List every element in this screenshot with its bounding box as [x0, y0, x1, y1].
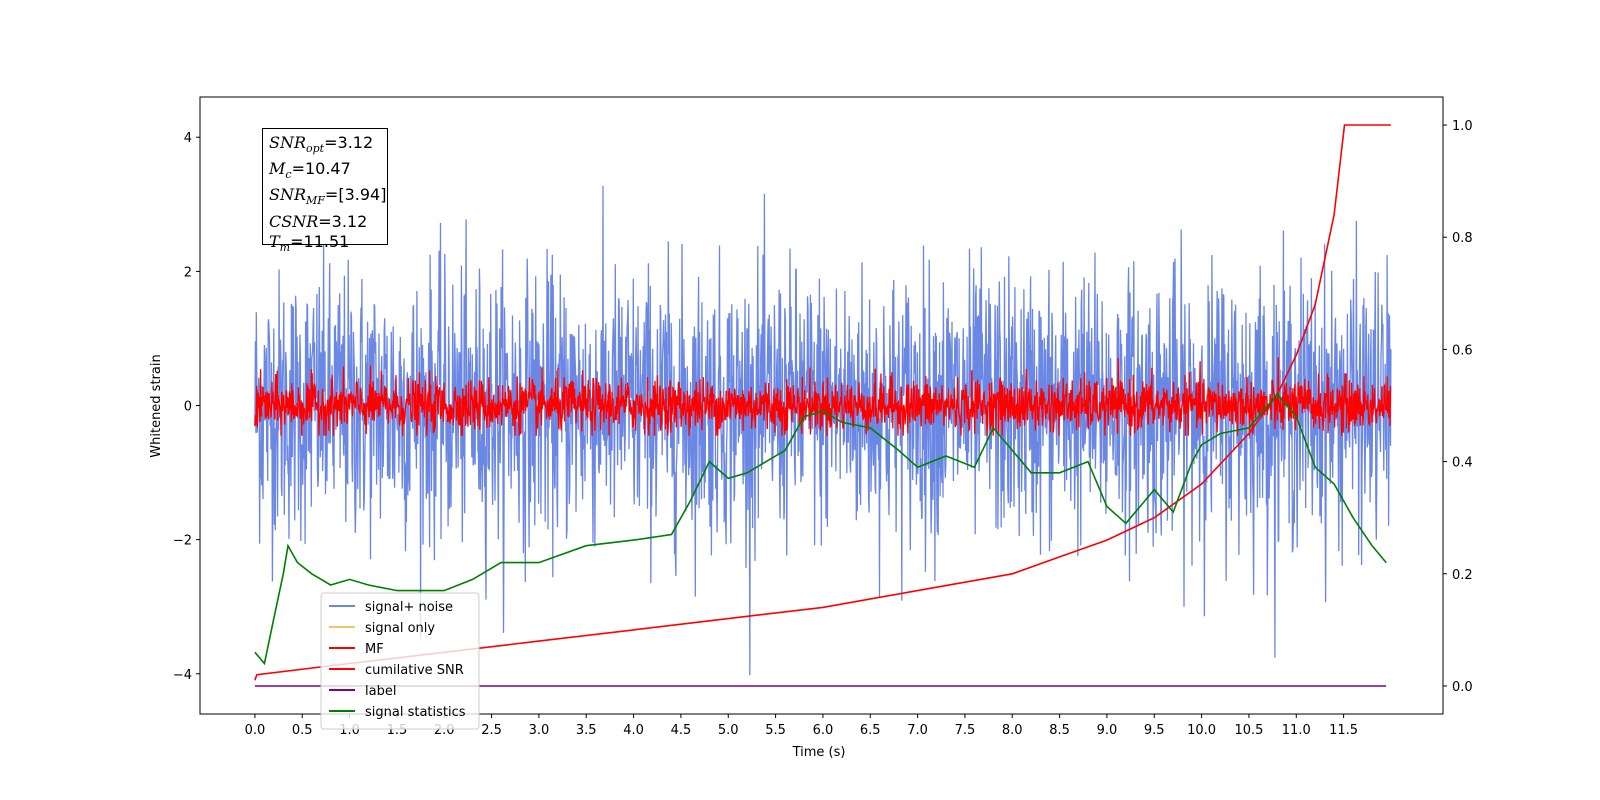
y-axis-label: Whitened strain — [149, 354, 164, 457]
x-tick-label: 7.5 — [955, 723, 976, 738]
x-tick-label: 10.0 — [1187, 723, 1216, 738]
x-tick-label: 5.5 — [765, 723, 786, 738]
annotation-snr-opt: SNRopt=3.12 — [269, 133, 374, 156]
x-tick-label: 6.5 — [860, 723, 881, 738]
y-tick-label: 4 — [184, 131, 192, 146]
annotation-tm: Tm=11.51 — [269, 231, 350, 254]
series-mf — [254, 357, 1392, 436]
x-axis-label: Time (s) — [792, 745, 846, 760]
x-tick-label: 0.0 — [245, 723, 266, 738]
x-tick-label: 2.5 — [481, 723, 502, 738]
y-tick-label: −2 — [173, 534, 192, 549]
x-tick-label: 3.5 — [576, 723, 597, 738]
x-tick-label: 9.0 — [1097, 723, 1118, 738]
x-tick-label: 3.0 — [529, 723, 550, 738]
annotation-snr-mf: SNRMF=[3.94] — [269, 185, 387, 208]
x-tick-label: 6.0 — [813, 723, 834, 738]
y-axis-right: 1.0 0.8 0.6 0.4 0.2 0.0 — [1443, 119, 1473, 695]
y-axis-left: 4 2 0 −2 −4 — [173, 131, 200, 683]
x-tick-label: 0.5 — [292, 723, 313, 738]
y2-tick-label: 1.0 — [1452, 119, 1473, 134]
legend-label-signal-noise: signal+ noise — [365, 600, 453, 615]
legend-label-mf: MF — [365, 642, 384, 657]
legend-label-signal-statistics: signal statistics — [365, 705, 466, 720]
x-tick-label: 11.5 — [1329, 723, 1358, 738]
x-tick-label: 10.5 — [1234, 723, 1263, 738]
y2-tick-label: 0.8 — [1452, 231, 1473, 246]
y-tick-label: 2 — [184, 265, 192, 280]
x-tick-label: 5.0 — [718, 723, 739, 738]
x-tick-label: 4.5 — [671, 723, 692, 738]
y2-tick-label: 0.0 — [1452, 680, 1473, 695]
y2-tick-label: 0.4 — [1452, 456, 1473, 471]
y-tick-label: 0 — [184, 400, 192, 415]
y-tick-label: −4 — [173, 668, 192, 683]
annotation-box: SNRopt=3.12 Mc=10.47 SNRMF=[3.94] CSNR=3… — [262, 128, 388, 254]
annotation-mc: Mc=10.47 — [269, 159, 351, 182]
legend: signal+ noise signal only MF cumilative SNR… — [320, 592, 480, 730]
x-tick-label: 4.0 — [623, 723, 644, 738]
y2-tick-label: 0.2 — [1452, 568, 1473, 583]
legend-label-label: label — [365, 684, 396, 699]
legend-label-signal-only: signal only — [365, 621, 435, 636]
x-tick-label: 11.0 — [1282, 723, 1311, 738]
x-tick-label: 9.5 — [1144, 723, 1165, 738]
x-tick-label: 8.0 — [1002, 723, 1023, 738]
y2-tick-label: 0.6 — [1452, 343, 1473, 358]
annotation-csnr: CSNR=3.12 — [269, 211, 368, 231]
x-tick-label: 8.5 — [1049, 723, 1070, 738]
series-signal-statistics — [254, 393, 1387, 666]
x-tick-label: 7.0 — [907, 723, 928, 738]
legend-box — [320, 592, 480, 730]
legend-label-cumilative-snr: cumilative SNR — [365, 663, 464, 678]
